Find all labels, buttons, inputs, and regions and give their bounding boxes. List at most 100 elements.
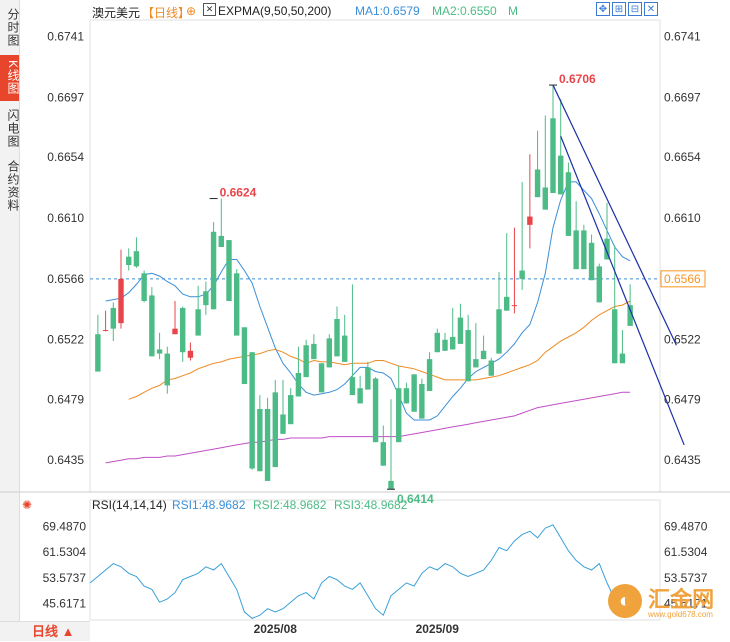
y-tick-label-left: 0.6654 [47, 150, 84, 164]
move-icon[interactable]: ✥ [596, 2, 610, 16]
candle-body [133, 251, 140, 267]
rsi-label[interactable]: RSI(14,14,14) [92, 498, 167, 512]
rsi-tick-label-left: 61.5304 [43, 545, 87, 559]
trend-line [560, 136, 685, 446]
rsi-tick-label-left: 69.4870 [43, 520, 87, 534]
candle-body [249, 352, 255, 469]
annotation-label: 0.6414 [397, 492, 434, 506]
zoom-in-icon[interactable]: ⊞ [612, 2, 626, 16]
candle-body [527, 216, 533, 225]
candle-body [102, 330, 109, 332]
ma2-value: MA2:0.6550 [432, 4, 497, 18]
close-icon[interactable]: ✕ [644, 2, 658, 16]
candle-body [195, 309, 201, 336]
y-tick-label-left: 0.6566 [47, 272, 84, 286]
candle-body [581, 230, 587, 270]
period-button[interactable]: 日线 ▲ [0, 621, 90, 641]
candle-body [434, 332, 440, 353]
candle-body [419, 384, 425, 419]
candle-body [365, 367, 371, 390]
candle-body [164, 353, 170, 386]
candle-body [257, 408, 263, 472]
y-tick-label-right: 0.6654 [664, 150, 701, 164]
rsi-tick-label-left: 53.5737 [43, 571, 87, 585]
ma-line-ma2 [128, 300, 631, 400]
candle-body [411, 374, 417, 412]
candle-body [480, 350, 487, 360]
candle-body [426, 359, 433, 391]
candle-body [318, 363, 325, 393]
watermark-logo: ◐ 汇金网 www.gold678.com [608, 582, 714, 619]
y-tick-label-right: 0.6479 [664, 392, 701, 406]
rsi2-value: RSI2:48.9682 [253, 498, 327, 512]
candle-body [396, 388, 402, 443]
rsi3-value: RSI3:48.9682 [334, 498, 408, 512]
period-label: 【日线】 [142, 6, 191, 20]
ma1-value: MA1:0.6579 [355, 4, 420, 18]
candle-body [450, 336, 456, 350]
candle-body [234, 273, 240, 336]
y-tick-label-left: 0.6697 [47, 91, 84, 105]
candle-body [311, 343, 317, 360]
x-tick-label: 2025/08 [254, 622, 298, 636]
candle-body [334, 318, 340, 357]
y-tick-label-left: 0.6479 [47, 392, 84, 406]
candle-body [534, 169, 541, 198]
rsi1-value: RSI1:48.9682 [172, 498, 246, 512]
candle-body [473, 359, 479, 368]
y-tick-label-left: 0.6522 [47, 333, 84, 347]
ma3-label: M [508, 4, 518, 18]
y-tick-label-left: 0.6610 [47, 211, 84, 225]
candle-body [241, 327, 248, 385]
candle-body [95, 334, 101, 372]
candle-body [342, 335, 348, 362]
tab-contract-info[interactable]: 合约资料 [6, 160, 20, 212]
indicator-icon[interactable]: ✕ [203, 3, 216, 16]
candle-body [172, 328, 178, 335]
candle-body [542, 187, 548, 210]
candle-body [295, 372, 302, 397]
candle-body [604, 238, 610, 260]
candle-body [519, 270, 525, 279]
y-tick-label-left: 0.6435 [47, 453, 84, 467]
settings-icon[interactable]: ⊕ [186, 4, 197, 18]
candle-body [550, 118, 556, 194]
y-tick-label-right: 0.6741 [664, 30, 701, 44]
zoom-out-icon[interactable]: ⊟ [628, 2, 642, 16]
x-tick-label: 2025/09 [416, 622, 460, 636]
candle-body [612, 309, 618, 364]
side-tab-bar: 分时图 K线图 闪电图 合约资料 [0, 0, 20, 641]
candle-body [442, 339, 448, 351]
candle-body [496, 309, 502, 354]
candle-body [126, 256, 132, 265]
y-tick-label-right: 0.6435 [664, 453, 701, 467]
candle-body [156, 349, 163, 354]
symbol-title: 澳元美元 [92, 6, 141, 20]
candle-body [110, 307, 116, 329]
candle-body [357, 388, 363, 404]
y-tick-label-left: 0.6741 [47, 30, 84, 44]
candle-body [203, 291, 209, 306]
annotation-label: 0.6624 [220, 186, 257, 200]
candle-body [149, 295, 155, 357]
candle-body [118, 278, 124, 324]
rsi-tick-label-right: 53.5737 [664, 571, 708, 585]
candle-body [210, 231, 217, 310]
candle-body [565, 172, 572, 236]
trend-line [552, 84, 677, 346]
annotation-label: 0.6706 [559, 72, 596, 86]
ma-line-ma3 [105, 391, 631, 464]
candle-body [380, 442, 386, 466]
candle-body [558, 155, 564, 195]
tab-time-share[interactable]: 分时图 [6, 7, 20, 47]
candle-body [511, 305, 518, 307]
expma-label[interactable]: EXPMA(9,50,50,200) [218, 4, 332, 18]
candle-body [372, 378, 379, 443]
candle-body [349, 377, 356, 396]
rsi-settings-icon[interactable]: ✺ [22, 498, 33, 512]
candle-body [588, 242, 595, 281]
tab-flash[interactable]: 闪电图 [6, 108, 20, 148]
tab-candlestick[interactable]: K线图 [0, 55, 20, 101]
candle-body [226, 240, 232, 301]
